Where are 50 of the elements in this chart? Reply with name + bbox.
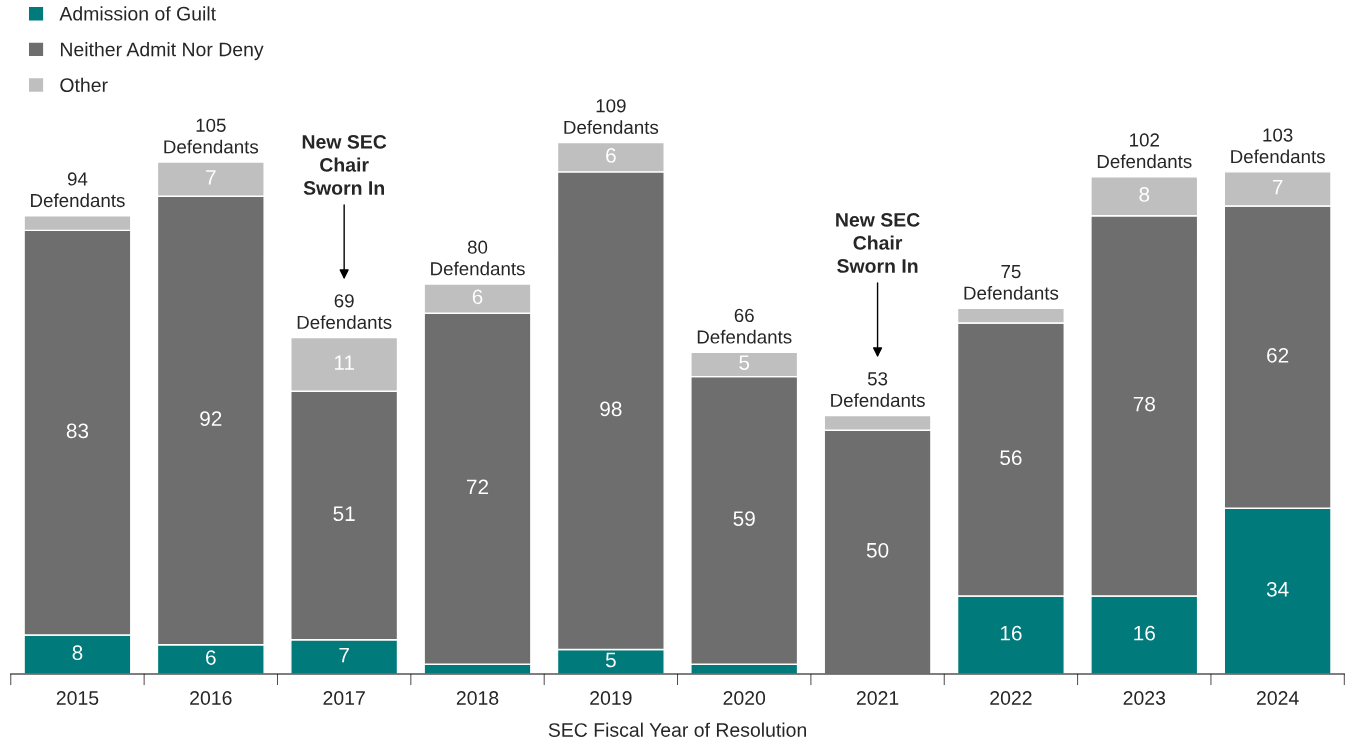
- x-tick-label: 2018: [456, 691, 499, 705]
- data-label: 11: [334, 355, 354, 370]
- data-label: 16: [1000, 625, 1022, 641]
- x-tick-label: 2017: [323, 691, 365, 705]
- data-label: 50: [866, 542, 889, 558]
- x-tick-label: 2024: [1256, 691, 1299, 705]
- legend-label: Other: [60, 77, 108, 93]
- x-tick-label: 2021: [856, 691, 899, 705]
- legend-label: Neither Admit Nor Deny: [60, 42, 264, 61]
- total-label: 53 Defendants: [831, 372, 925, 407]
- data-label: 72: [466, 479, 489, 495]
- total-label: 80 Defendants: [431, 240, 525, 276]
- data-label: 83: [66, 423, 89, 439]
- annotation: New SEC Chair Sworn In: [302, 134, 387, 195]
- data-label: 98: [600, 401, 622, 417]
- data-label: 5: [739, 355, 750, 370]
- total-label: 105 Defendants: [164, 118, 259, 154]
- data-label: 7: [206, 170, 216, 185]
- data-label: 78: [1133, 396, 1155, 412]
- total-label: 69 Defendants: [297, 294, 392, 329]
- data-label: 62: [1267, 347, 1289, 363]
- data-label: 6: [606, 148, 616, 163]
- legend-label: Admission of Guilt: [59, 6, 216, 21]
- data-label: 34: [1266, 581, 1289, 597]
- data-label: 6: [472, 289, 483, 305]
- data-label: 8: [1139, 187, 1150, 202]
- data-label: 6: [206, 650, 216, 665]
- x-tick-label: 2019: [590, 691, 632, 705]
- total-label: 102 Defendants: [1097, 133, 1192, 169]
- data-label: 8: [72, 645, 83, 661]
- data-label: 92: [200, 411, 222, 427]
- data-label: 56: [1000, 450, 1022, 466]
- total-label: 109 Defendants: [564, 99, 659, 134]
- total-label: 66 Defendants: [697, 308, 792, 344]
- annotation: New SEC Chair Sworn In: [836, 212, 920, 273]
- total-label: 94 Defendants: [31, 172, 125, 208]
- data-label: 51: [333, 506, 355, 522]
- data-label: 5: [605, 652, 616, 668]
- x-tick-label: 2020: [723, 691, 766, 705]
- data-label: 7: [1272, 179, 1283, 195]
- x-axis-title: SEC Fiscal Year of Resolution: [548, 722, 806, 737]
- x-tick-label: 2015: [56, 691, 99, 705]
- x-tick-label: 2023: [1123, 691, 1166, 705]
- data-label: 7: [339, 647, 349, 663]
- total-label: 75 Defendants: [964, 265, 1059, 300]
- total-label: 103 Defendants: [1231, 128, 1325, 164]
- x-tick-label: 2016: [190, 691, 232, 705]
- data-label: 16: [1134, 625, 1155, 641]
- x-tick-label: 2022: [990, 691, 1032, 705]
- data-label: 59: [733, 511, 755, 526]
